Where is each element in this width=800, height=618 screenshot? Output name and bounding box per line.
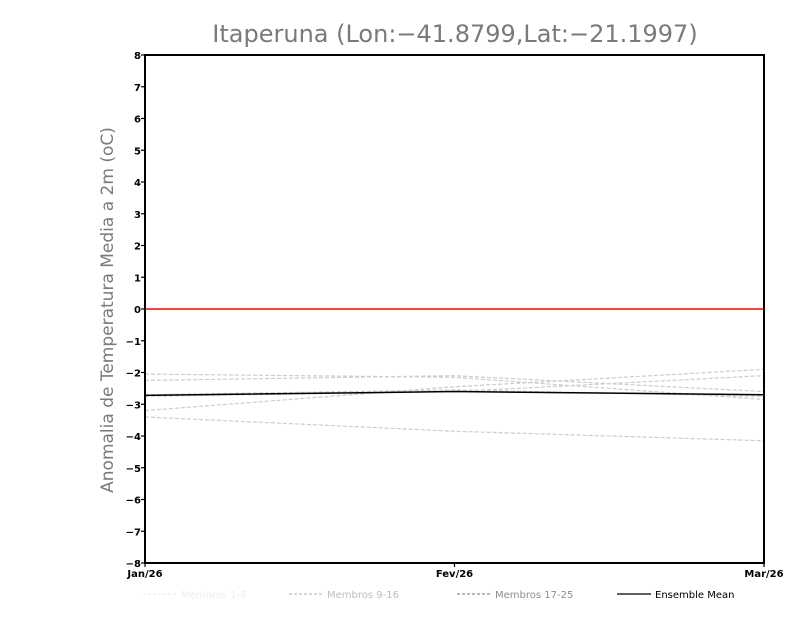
- member-line: [144, 375, 765, 393]
- x-tick-label: Fev/26: [436, 569, 473, 580]
- y-tick-label: −4: [126, 432, 141, 443]
- y-tick-label: −5: [126, 464, 141, 475]
- y-tick-label: 1: [134, 273, 141, 284]
- y-tick-label: −8: [126, 559, 141, 570]
- y-tick-label: 7: [134, 83, 141, 94]
- member-line: [144, 389, 765, 397]
- ensemble-mean-line: [144, 390, 765, 397]
- y-tick-label: 0: [134, 305, 141, 316]
- y-tick-label: 3: [134, 210, 141, 221]
- y-tick-label: 5: [134, 146, 141, 157]
- x-tick-label: Mar/26: [744, 569, 783, 580]
- legend-label: Membros 9-16: [327, 590, 399, 601]
- chart-title: Itaperuna (Lon:−41.8799,Lat:−21.1997): [212, 20, 697, 48]
- x-tick-label: Jan/26: [126, 569, 162, 580]
- y-tick-label: −3: [126, 400, 141, 411]
- legend-label: Ensemble Mean: [655, 590, 734, 601]
- plot-frame: [144, 54, 765, 564]
- y-tick-label: 4: [134, 178, 141, 189]
- y-tick-label: 6: [134, 115, 141, 126]
- member-line: [144, 368, 765, 412]
- member-line: [144, 416, 765, 442]
- legend: Membros 1-8 Membros 9-16 Membros 17-25 Ense…: [143, 590, 734, 601]
- y-tick-label: 8: [134, 51, 141, 62]
- y-tick-label: −1: [126, 337, 141, 348]
- y-tick-label: −2: [126, 369, 141, 380]
- legend-label: Membros 1-8: [181, 590, 247, 601]
- y-tick-label: −7: [126, 527, 141, 538]
- legend-label: Membros 17-25: [495, 590, 573, 601]
- y-axis-label: Anomalia de Temperatura Media a 2m (oC): [98, 127, 118, 493]
- member-line: [144, 373, 765, 401]
- y-tick-label: −6: [126, 496, 141, 507]
- y-tick-label: 2: [134, 242, 141, 253]
